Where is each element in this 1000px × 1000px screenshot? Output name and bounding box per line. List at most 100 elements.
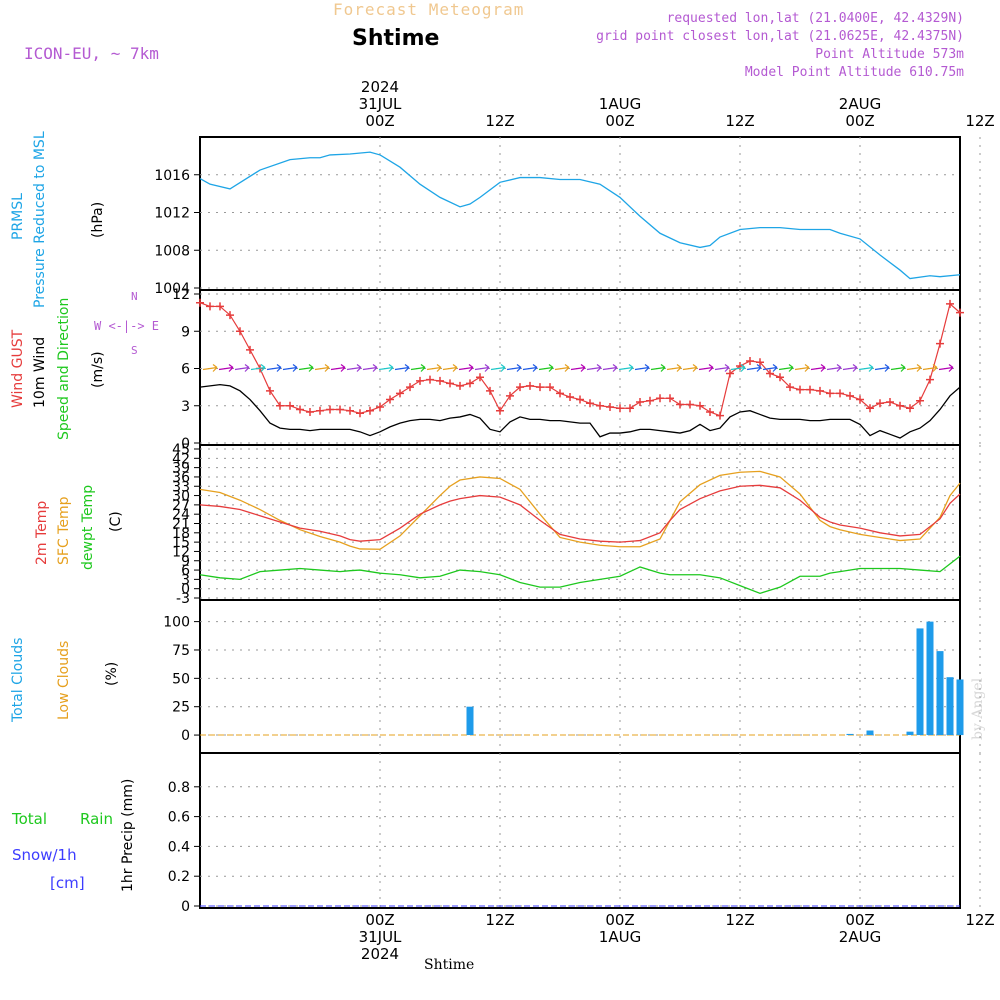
ytick-label-pressure-2: 1012 [154,206,190,222]
ytick-label-wind-0: 0 [181,436,190,452]
wind-arrow-666 [858,364,874,372]
marker-wind-0-38 [576,395,584,404]
compass-north: N [131,290,138,303]
marker-wind-0-14 [336,405,344,414]
wind-arrow-58 [250,364,266,372]
marker-wind-0-0 [196,298,204,307]
wind-arrow-250 [442,364,458,372]
marker-wind-0-72 [916,396,924,405]
top-time-label: 12Z [460,113,540,130]
wind-arrow-202 [394,364,410,372]
marker-wind-0-61 [806,385,814,394]
marker-wind-0-25 [446,379,454,388]
marker-wind-0-23 [426,375,434,384]
marker-wind-0-29 [486,386,494,395]
marker-wind-0-20 [396,389,404,398]
ytick-label-temp-11: 30 [172,489,190,505]
marker-wind-0-12 [316,406,324,415]
ytick-label-clouds-1: 25 [172,700,190,716]
ytick-label-temp-10: 27 [172,498,190,514]
ytick-label-precip-1: 0.2 [168,869,190,885]
top-time-label-line: 31JUL [358,95,402,113]
wind-arrow-730 [922,364,938,372]
ytick-label-temp-8: 21 [172,517,190,533]
total-label: Total [12,810,48,828]
ytick-label-clouds-0: 0 [181,728,190,744]
wind-compass: W <-|-> E [94,319,160,333]
bottom-time-label: 12Z [700,912,780,929]
marker-wind-0-56 [756,358,764,367]
marker-wind-0-47 [666,394,674,403]
marker-wind-0-27 [466,379,474,388]
top-time-label-line: 12Z [725,112,755,130]
cloud-bar-29 [956,679,964,736]
ytick-label-temp-1: 0 [181,582,190,598]
wind-arrow-26 [218,364,234,372]
marker-wind-0-55 [746,357,754,366]
series-temp-1 [199,470,961,550]
ytick-label-pressure-1: 1008 [154,243,190,259]
marker-wind-0-66 [856,395,864,404]
marker-wind-0-71 [906,404,914,413]
marker-wind-0-28 [476,373,484,382]
series-pressure-0 [199,151,961,280]
marker-wind-0-2 [216,302,224,311]
ytick-label-temp-5: 12 [172,544,190,560]
marker-wind-0-9 [286,401,294,410]
bottom-time-label-line: 00Z [845,911,875,929]
ytick-label-wind-4: 12 [172,287,190,303]
marker-wind-0-5 [246,345,254,354]
ytick-label-temp-16: 45 [172,442,190,458]
marker-wind-0-68 [876,399,884,408]
marker-wind-0-31 [506,391,514,400]
cloud-bar-24 [906,731,914,736]
panel-frame-temp [199,444,961,601]
marker-wind-0-32 [516,383,524,392]
top-time-label-line: 00Z [605,112,635,130]
marker-wind-0-63 [826,389,834,398]
marker-wind-0-46 [656,394,664,403]
series-wind-1 [199,383,961,439]
top-time-label: 2024 31JUL 00Z [340,79,420,130]
bottom-time-label-line: 12Z [485,911,515,929]
bottom-time-label-line: 00Z [365,911,395,929]
marker-wind-0-44 [636,398,644,407]
wind-arrow-394 [586,364,602,372]
wind-arrow-122 [314,364,330,372]
panel-frame-precip [199,752,961,909]
wind-arrow-746 [938,364,954,372]
marker-wind-0-36 [556,389,564,398]
marker-wind-0-22 [416,376,424,385]
wind-arrow-426 [618,364,634,372]
top-time-label-line: 1AUG [598,95,642,113]
ytick-label-temp-7: 18 [172,526,190,542]
marker-wind-0-4 [236,327,244,336]
marker-wind-0-52 [716,411,724,420]
ytick-label-wind-2: 6 [181,362,190,378]
wind-arrow-538 [730,364,746,372]
wind-arrow-714 [906,364,922,372]
requested-coords: requested lon,lat (21.0400E, 42.4329N) [666,11,964,26]
gridpoint-coords: grid point closest lon,lat (21.0625E, 42… [596,29,964,44]
ytick-label-wind-1: 3 [181,399,190,415]
marker-wind-0-21 [406,383,414,392]
top-time-label-line: 2AUG [838,95,882,113]
wind-arrow-682 [874,364,890,372]
wind-arrow-106 [298,364,314,372]
cloud-bar-20 [866,730,874,736]
cloud-bar-7 [466,706,474,736]
marker-wind-0-37 [566,393,574,402]
marker-wind-0-8 [276,401,284,410]
marker-wind-0-76 [956,308,964,317]
rain-label: Rain [80,810,113,828]
wind-arrow-234 [426,364,442,372]
marker-wind-0-65 [846,391,854,400]
wind-arrow-138 [330,364,346,372]
ytick-label-wind-3: 9 [181,324,190,340]
bottom-time-label-line: 12Z [725,911,755,929]
top-time-label: 12Z [940,113,1000,130]
wind-arrow-490 [682,364,698,372]
marker-wind-0-16 [356,409,364,418]
bottom-time-label: 00Z 1AUG [580,912,660,946]
